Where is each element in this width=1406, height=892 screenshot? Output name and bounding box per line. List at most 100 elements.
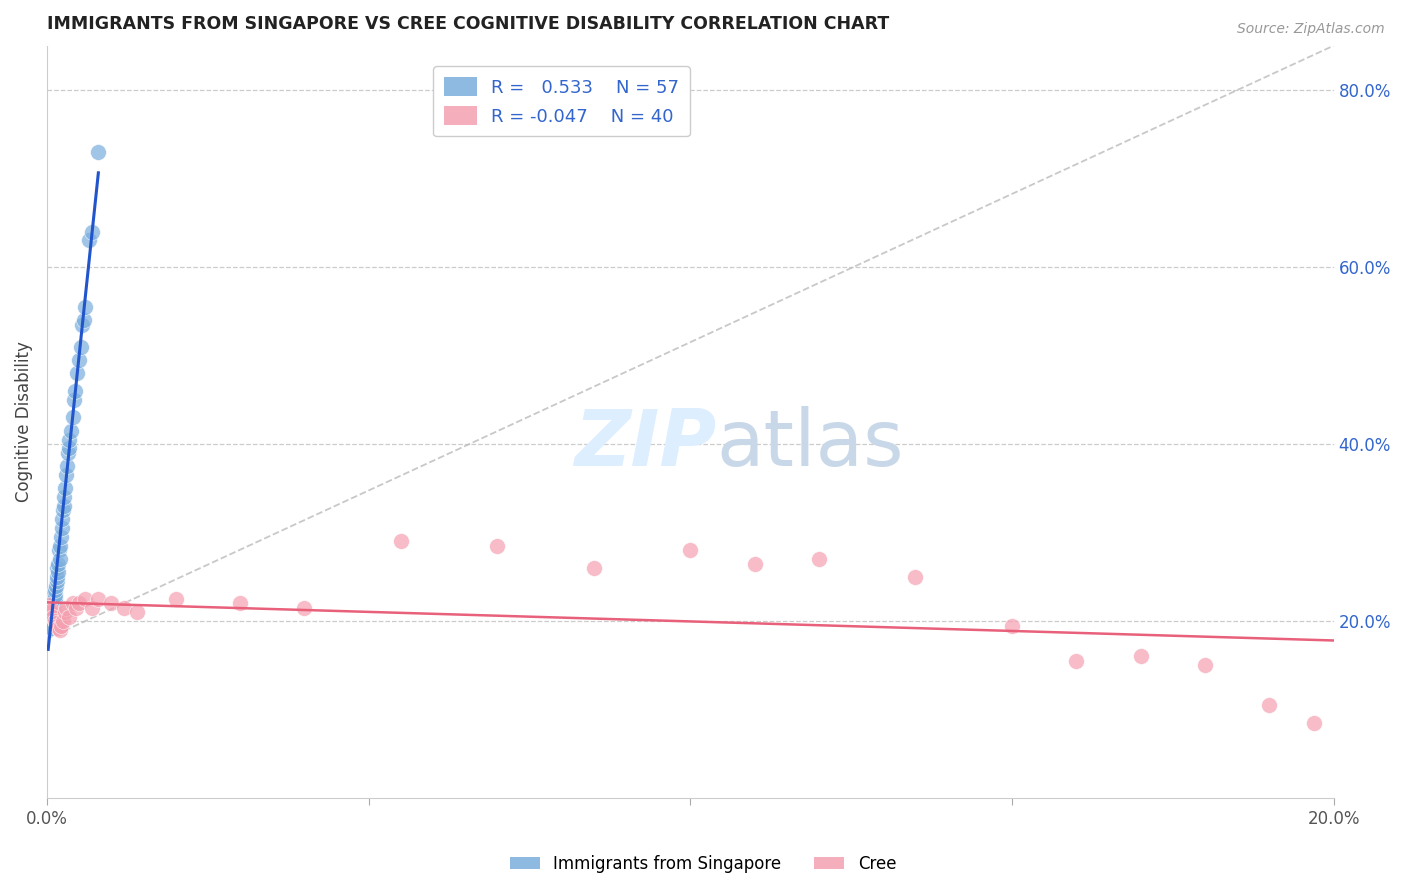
Point [1303, 715, 1326, 730]
Point [73, 313, 96, 327]
Point [41, 603, 63, 617]
Point [38, 612, 60, 626]
Point [38, 615, 60, 630]
Point [44, 588, 66, 602]
Point [37, 618, 59, 632]
Point [229, 596, 252, 610]
Point [56, 446, 79, 460]
Point [56, 459, 79, 474]
Point [41, 609, 63, 624]
Point [292, 600, 315, 615]
Point [72, 318, 94, 332]
Point [52, 503, 75, 517]
Point [67, 353, 90, 368]
Point [42, 596, 65, 610]
Point [87, 145, 110, 159]
Point [49, 618, 72, 632]
Point [52, 499, 75, 513]
Point [42, 591, 65, 606]
Point [37, 598, 59, 612]
Point [38, 614, 60, 628]
Point [53, 490, 76, 504]
Point [49, 552, 72, 566]
Point [63, 392, 86, 407]
Point [807, 552, 830, 566]
Point [41, 621, 63, 635]
Point [904, 570, 927, 584]
Point [87, 591, 110, 606]
Point [45, 570, 67, 584]
Point [744, 557, 766, 571]
Point [1194, 658, 1216, 673]
Point [100, 596, 122, 610]
Legend: Immigrants from Singapore, Cree: Immigrants from Singapore, Cree [503, 848, 903, 880]
Point [42, 609, 65, 624]
Point [62, 596, 84, 610]
Point [42, 588, 65, 602]
Point [80, 225, 103, 239]
Point [49, 530, 72, 544]
Point [1064, 654, 1087, 668]
Point [1001, 618, 1024, 632]
Point [67, 596, 90, 610]
Point [165, 591, 187, 606]
Point [46, 561, 69, 575]
Point [44, 591, 66, 606]
Point [63, 384, 86, 398]
Point [53, 481, 76, 495]
Point [65, 600, 87, 615]
Point [582, 561, 605, 575]
Point [41, 596, 63, 610]
Point [42, 600, 65, 615]
Point [58, 609, 80, 624]
Point [125, 605, 148, 619]
Point [62, 410, 84, 425]
Point [46, 566, 69, 580]
Point [1129, 649, 1152, 664]
Point [42, 605, 65, 619]
Text: Source: ZipAtlas.com: Source: ZipAtlas.com [1237, 22, 1385, 37]
Point [77, 234, 100, 248]
Point [75, 300, 97, 314]
Point [112, 600, 135, 615]
Point [55, 468, 77, 483]
Point [39, 618, 62, 632]
Point [58, 433, 80, 447]
Point [51, 521, 73, 535]
Text: atlas: atlas [716, 407, 904, 483]
Point [49, 539, 72, 553]
Point [41, 591, 63, 606]
Point [44, 583, 66, 598]
Point [45, 574, 67, 589]
Point [45, 579, 67, 593]
Point [66, 366, 89, 380]
Point [39, 605, 62, 619]
Point [46, 618, 69, 632]
Point [45, 615, 67, 630]
Text: ZIP: ZIP [574, 407, 716, 483]
Point [70, 340, 93, 354]
Point [41, 600, 63, 615]
Point [48, 621, 70, 635]
Point [55, 600, 77, 615]
Point [486, 539, 509, 553]
Point [44, 614, 66, 628]
Point [39, 600, 62, 615]
Point [48, 557, 70, 571]
Point [44, 596, 66, 610]
Point [41, 598, 63, 612]
Text: IMMIGRANTS FROM SINGAPORE VS CREE COGNITIVE DISABILITY CORRELATION CHART: IMMIGRANTS FROM SINGAPORE VS CREE COGNIT… [46, 15, 889, 33]
Point [48, 543, 70, 558]
Point [1258, 698, 1281, 713]
Point [51, 512, 73, 526]
Point [53, 605, 76, 619]
Point [38, 600, 60, 615]
Point [39, 609, 62, 624]
Point [49, 623, 72, 637]
Point [39, 605, 62, 619]
Point [58, 442, 80, 456]
Point [75, 591, 97, 606]
Point [52, 614, 75, 628]
Point [80, 600, 103, 615]
Legend: R =   0.533    N = 57, R = -0.047    N = 40: R = 0.533 N = 57, R = -0.047 N = 40 [433, 66, 690, 136]
